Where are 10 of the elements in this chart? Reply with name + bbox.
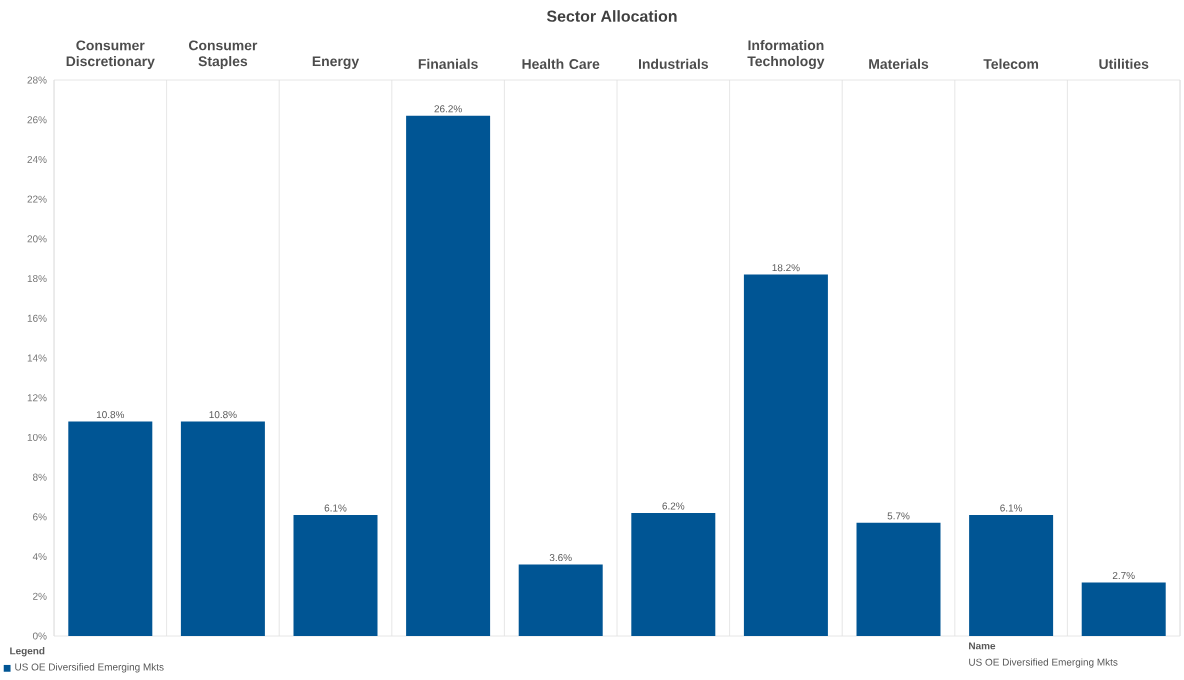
- bar: [1081, 582, 1166, 636]
- bar: [631, 512, 716, 636]
- bar: [969, 514, 1054, 636]
- bar: [293, 514, 378, 636]
- bar: [68, 421, 153, 636]
- bar: [406, 115, 491, 636]
- bar: [518, 564, 603, 636]
- bar: [743, 274, 828, 636]
- bar: [180, 421, 265, 636]
- bar: [856, 522, 941, 636]
